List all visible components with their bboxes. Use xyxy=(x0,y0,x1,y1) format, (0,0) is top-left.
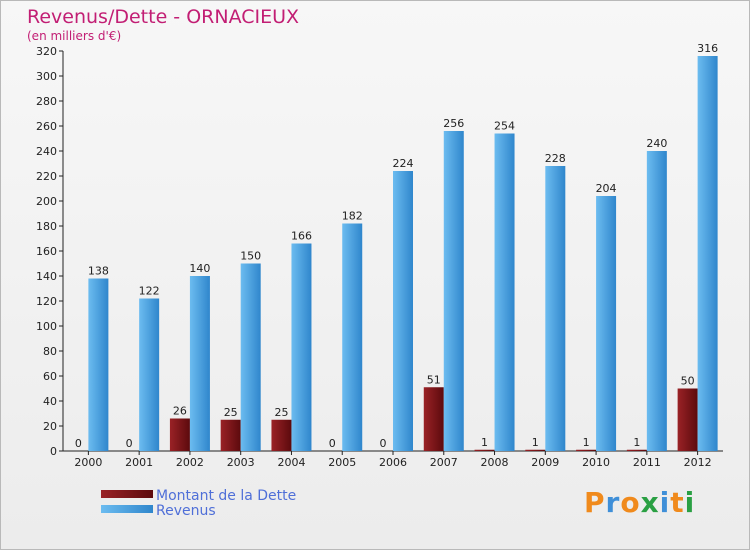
y-tick-label: 220 xyxy=(36,170,57,183)
y-tick-label: 260 xyxy=(36,120,57,133)
y-tick-label: 100 xyxy=(36,320,57,333)
revenus-data-label: 224 xyxy=(393,157,414,170)
debt-bar xyxy=(271,419,292,451)
revenus-data-label: 182 xyxy=(342,210,363,223)
x-tick-label: 2001 xyxy=(125,456,153,469)
x-tick-label: 2004 xyxy=(277,456,305,469)
revenus-bar xyxy=(342,223,363,451)
x-tick-label: 2005 xyxy=(328,456,356,469)
legend-swatch-revenus xyxy=(101,505,153,513)
debt-data-label: 1 xyxy=(481,436,488,449)
y-tick-label: 280 xyxy=(36,95,57,108)
revenus-bar xyxy=(291,243,312,451)
logo-letter: r xyxy=(605,486,621,519)
debt-bar xyxy=(474,449,495,451)
debt-data-label: 51 xyxy=(427,373,441,386)
debt-data-label: 50 xyxy=(681,375,695,388)
revenus-bar xyxy=(240,263,261,451)
y-tick-label: 40 xyxy=(43,395,57,408)
debt-bar xyxy=(525,449,546,451)
y-tick-label: 300 xyxy=(36,70,57,83)
bars: 0138012226140251502516601820224512561254… xyxy=(75,42,718,451)
legend-swatch-debt xyxy=(101,490,153,498)
debt-bar xyxy=(677,388,698,451)
revenus-data-label: 240 xyxy=(646,137,667,150)
logo-letter: i xyxy=(659,486,671,519)
revenus-bar xyxy=(646,151,667,451)
revenus-data-label: 204 xyxy=(596,182,617,195)
y-tick-label: 0 xyxy=(50,445,57,458)
y-tick-label: 200 xyxy=(36,195,57,208)
revenus-data-label: 256 xyxy=(443,117,464,130)
x-tick-label: 2003 xyxy=(227,456,255,469)
y-tick-label: 240 xyxy=(36,145,57,158)
debt-data-label: 1 xyxy=(532,436,539,449)
debt-bar xyxy=(576,449,597,451)
revenus-bar xyxy=(697,56,718,451)
legend: Montant de la Dette Revenus xyxy=(101,488,296,519)
revenus-bar xyxy=(393,171,413,451)
logo-letter: t xyxy=(670,486,685,519)
y-tick-label: 320 xyxy=(36,45,57,58)
x-tick-label: 2007 xyxy=(430,456,458,469)
revenus-data-label: 254 xyxy=(494,120,515,133)
revenus-data-label: 138 xyxy=(88,265,109,278)
revenus-data-label: 228 xyxy=(545,152,566,165)
debt-data-label: 1 xyxy=(583,436,590,449)
revenus-data-label: 140 xyxy=(189,262,210,275)
proxiti-logo: Proxiti xyxy=(584,486,695,519)
debt-bar xyxy=(423,387,444,451)
revenus-data-label: 122 xyxy=(139,285,160,298)
y-tick-label: 60 xyxy=(43,370,57,383)
logo-letter: o xyxy=(620,486,641,519)
axes: 0204060801001201401601802002202402602803… xyxy=(36,45,723,469)
revenus-bar xyxy=(88,278,109,451)
chart-title: Revenus/Dette - ORNACIEUX xyxy=(27,6,299,28)
revenus-bar xyxy=(189,276,210,451)
logo-letter: P xyxy=(584,486,606,519)
legend-label-debt: Montant de la Dette xyxy=(156,488,296,504)
debt-data-label: 0 xyxy=(380,437,387,450)
x-tick-label: 2009 xyxy=(531,456,559,469)
y-tick-label: 120 xyxy=(36,295,57,308)
revenus-bar xyxy=(545,166,566,451)
y-tick-label: 160 xyxy=(36,245,57,258)
x-tick-label: 2006 xyxy=(379,456,407,469)
revenus-data-label: 150 xyxy=(240,250,261,263)
revenus-bar xyxy=(494,133,515,451)
revenus-bar xyxy=(443,131,464,451)
y-tick-label: 20 xyxy=(43,420,57,433)
debt-data-label: 0 xyxy=(329,437,336,450)
x-tick-label: 2002 xyxy=(176,456,204,469)
y-tick-label: 180 xyxy=(36,220,57,233)
logo-letter: i xyxy=(684,486,696,519)
debt-bar xyxy=(626,449,647,451)
debt-bar xyxy=(169,418,190,451)
x-tick-label: 2011 xyxy=(633,456,661,469)
debt-data-label: 1 xyxy=(633,436,640,449)
logo-letter: x xyxy=(640,486,660,519)
x-tick-label: 2012 xyxy=(684,456,712,469)
revenus-bar xyxy=(139,298,160,451)
debt-data-label: 0 xyxy=(75,437,82,450)
y-tick-label: 140 xyxy=(36,270,57,283)
legend-label-revenus: Revenus xyxy=(156,503,216,519)
debt-bar xyxy=(220,419,241,451)
x-tick-label: 2008 xyxy=(481,456,509,469)
x-tick-label: 2010 xyxy=(582,456,610,469)
revenus-bar xyxy=(596,196,617,451)
x-tick-label: 2000 xyxy=(74,456,102,469)
y-tick-label: 80 xyxy=(43,345,57,358)
debt-data-label: 25 xyxy=(274,406,288,419)
chart-subtitle: (en milliers d'€) xyxy=(27,29,121,43)
debt-data-label: 0 xyxy=(126,437,133,450)
revenus-data-label: 316 xyxy=(697,42,718,55)
debt-data-label: 25 xyxy=(224,406,238,419)
revenus-data-label: 166 xyxy=(291,230,312,243)
debt-data-label: 26 xyxy=(173,405,187,418)
